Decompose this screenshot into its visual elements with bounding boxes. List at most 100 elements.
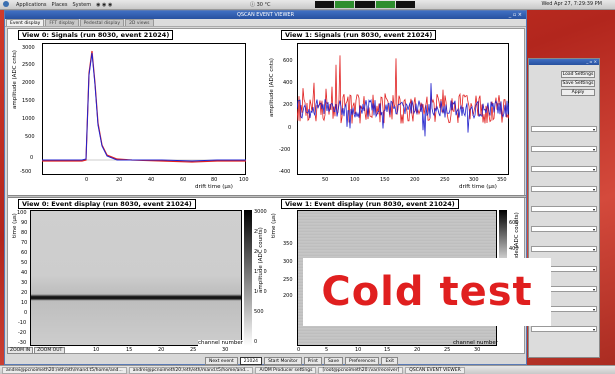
tab-fft-display[interactable]: FFT display: [45, 19, 79, 26]
print-button[interactable]: Print: [303, 357, 322, 365]
menu-system[interactable]: System: [72, 1, 92, 8]
x-tick: 350: [497, 177, 507, 183]
x-tick: 30: [474, 347, 481, 353]
chevron-down-icon: ▾: [592, 147, 595, 152]
load-settings-button[interactable]: Load Settings: [561, 71, 595, 78]
y-tick: 20: [21, 290, 28, 296]
start-monitor-button[interactable]: Start Monitor: [264, 357, 302, 365]
window-titlebar[interactable]: QSCAN EVENT VIEWER _ ▫ ×: [5, 11, 526, 19]
z-axis-label: amplitude (ADC counts): [258, 227, 264, 293]
y-tick: 90: [21, 220, 28, 226]
qscan-window: QSCAN EVENT VIEWER _ ▫ × Event display F…: [4, 10, 527, 365]
tab-bar: Event display FFT display Pedestal displ…: [5, 19, 526, 27]
clock[interactable]: Wed Apr 27, 7:29:39 PM: [541, 1, 602, 7]
y-tick: 10: [21, 300, 28, 306]
chevron-down-icon: ▾: [592, 267, 595, 272]
chevron-down-icon: ▾: [592, 287, 595, 292]
preferences-button[interactable]: Preferences: [345, 357, 380, 365]
settings-dropdown[interactable]: ▾: [531, 326, 597, 332]
tab-event-display[interactable]: Event display: [6, 19, 45, 26]
x-axis-label: drift time (μs): [195, 184, 233, 190]
y-tick: 400: [283, 80, 293, 86]
y-tick: 250: [283, 277, 293, 283]
zoom-in-button[interactable]: ZOOM IN: [7, 347, 34, 354]
zoom-controls: ZOOM IN ZOOM OUT: [7, 347, 66, 354]
foot-menu-icon[interactable]: [3, 1, 9, 8]
y-tick: 500: [25, 134, 35, 140]
x-tick: 100: [350, 177, 360, 183]
x-tick: 300: [469, 177, 479, 183]
taskbar: andrei@pcnoimeth20:/eth/eth/mand.t5/home…: [0, 365, 615, 374]
y-tick: 2000: [22, 80, 35, 86]
save-settings-button[interactable]: Save Settings: [561, 80, 595, 87]
color-scale: [244, 210, 252, 346]
tab-pedestal-display[interactable]: Pedestal display: [79, 19, 125, 26]
tab-2d-views[interactable]: 2D views: [125, 19, 154, 26]
pane-splitter[interactable]: [8, 195, 526, 198]
z-tick: 600: [509, 220, 519, 226]
x-tick: 0: [297, 347, 301, 353]
y-tick: -400: [279, 169, 291, 175]
y-tick: -200: [279, 147, 291, 153]
y-axis-label: amplitude (ADC cnts): [12, 50, 18, 109]
x-tick: 80: [211, 177, 218, 183]
menu-applications[interactable]: Applications: [16, 1, 47, 8]
y-tick: 200: [283, 293, 293, 299]
y-tick: -500: [20, 169, 32, 175]
taskbar-root-terminal[interactable]: [root@pcnoimeth20:/var/receiver]: [318, 366, 404, 374]
plot-title: View 1: Signals (run 8030, event 21024): [281, 30, 437, 40]
menu-places[interactable]: Places: [51, 1, 68, 8]
y-tick: 80: [21, 230, 28, 236]
plot-view1-signals: View 1: Signals (run 8030, event 21024) …: [267, 29, 526, 194]
taskbar-terminal-2[interactable]: andrei@pcnoimeth20:/eth/eth/mand.t5/home…: [128, 366, 254, 374]
settings-dropdown[interactable]: ▾: [531, 126, 597, 132]
y-tick: 1000: [22, 116, 35, 122]
x-axis-label: channel number: [453, 340, 498, 346]
launcher-icons[interactable]: ◉ ◉ ◉: [96, 1, 113, 8]
settings-dropdown[interactable]: ▾: [531, 186, 597, 192]
y-tick: -20: [18, 330, 27, 336]
taskbar-terminal-1[interactable]: andrei@pcnoimeth20:/eth/eth/mand.t5/home…: [2, 366, 127, 374]
z-tick: 3000: [254, 209, 267, 215]
next-event-button[interactable]: Next event: [205, 357, 238, 365]
event-number-field[interactable]: 21024: [239, 357, 263, 365]
y-tick: 200: [283, 102, 293, 108]
plot-view0-display: View 0: Event display (run 8030, event 2…: [8, 198, 267, 355]
heatmap: [30, 210, 242, 346]
plot-frame: [42, 43, 246, 175]
settings-dropdown[interactable]: ▾: [531, 246, 597, 252]
x-tick: 10: [93, 347, 100, 353]
x-tick: 20: [414, 347, 421, 353]
z-tick: 0: [254, 339, 258, 345]
chevron-down-icon: ▾: [592, 207, 595, 212]
y-axis-label: amplitude (ADC cnts): [269, 58, 275, 117]
chevron-down-icon: ▾: [592, 187, 595, 192]
window-controls[interactable]: _ ▫ ×: [508, 12, 522, 18]
zoom-out-button[interactable]: ZOOM OUT: [34, 347, 66, 354]
top-panel: Applications Places System ◉ ◉ ◉ ⓘ 30 °C…: [0, 0, 615, 10]
settings-dropdown[interactable]: ▾: [531, 226, 597, 232]
y-tick: 40: [21, 270, 28, 276]
chevron-down-icon: ▾: [592, 227, 595, 232]
taskbar-qscan-viewer[interactable]: QSCAN EVENT VIEWER: [405, 366, 465, 374]
x-axis-label: channel number: [198, 340, 243, 346]
plot-title: View 0: Signals (run 8030, event 21024): [18, 30, 174, 40]
save-button[interactable]: Save: [323, 357, 343, 365]
x-tick: 100: [239, 177, 249, 183]
x-tick: 5: [325, 347, 329, 353]
settings-dropdown[interactable]: ▾: [531, 146, 597, 152]
exit-button[interactable]: Exit: [381, 357, 398, 365]
window-controls[interactable]: _ ▫ ×: [529, 59, 599, 65]
z-tick: 500: [254, 309, 264, 315]
chevron-down-icon: ▾: [592, 167, 595, 172]
settings-dropdown[interactable]: ▾: [531, 166, 597, 172]
y-tick: 0: [288, 125, 292, 131]
overlay-label: Cold test: [321, 269, 533, 315]
taskbar-producer-settings[interactable]: ArDM Producer settings: [255, 366, 317, 374]
plot-canvas[interactable]: View 0: Signals (run 8030, event 21024) …: [7, 28, 526, 355]
chevron-down-icon: ▾: [592, 307, 595, 312]
settings-dropdown[interactable]: ▾: [531, 206, 597, 212]
apply-button[interactable]: Apply: [561, 89, 595, 96]
x-tick: 15: [384, 347, 391, 353]
